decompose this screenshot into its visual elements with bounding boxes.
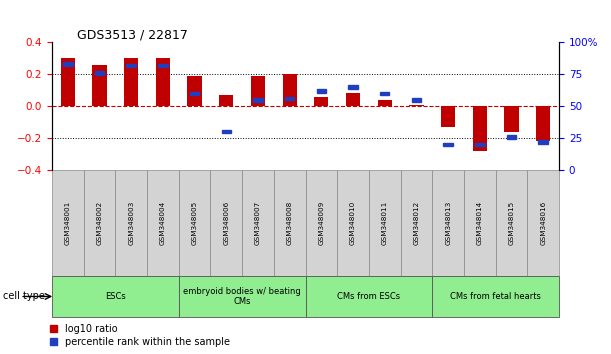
Bar xyxy=(222,130,231,133)
Bar xyxy=(63,62,73,66)
Text: GSM348014: GSM348014 xyxy=(477,201,483,245)
Bar xyxy=(251,76,265,106)
Text: cell type: cell type xyxy=(3,291,45,302)
Bar xyxy=(444,143,453,146)
Bar xyxy=(306,170,337,276)
Bar xyxy=(253,98,263,102)
Bar xyxy=(378,100,392,106)
Bar xyxy=(306,276,433,317)
Bar xyxy=(188,76,202,106)
Bar xyxy=(285,97,295,100)
Text: CMs from ESCs: CMs from ESCs xyxy=(337,292,400,301)
Text: GSM348011: GSM348011 xyxy=(382,201,388,245)
Bar xyxy=(179,170,210,276)
Bar xyxy=(124,58,138,106)
Bar xyxy=(84,170,115,276)
Bar xyxy=(538,140,548,144)
Text: GSM348012: GSM348012 xyxy=(414,201,419,245)
Bar xyxy=(242,170,274,276)
Bar xyxy=(158,64,167,67)
Text: GDS3513 / 22817: GDS3513 / 22817 xyxy=(78,28,188,41)
Bar xyxy=(380,92,389,95)
Bar xyxy=(274,170,306,276)
Bar xyxy=(441,106,455,127)
Bar xyxy=(433,170,464,276)
Bar xyxy=(346,93,360,106)
Bar xyxy=(210,170,242,276)
Text: GSM348004: GSM348004 xyxy=(160,201,166,245)
Bar xyxy=(156,58,170,106)
Bar xyxy=(179,276,306,317)
Text: GSM348003: GSM348003 xyxy=(128,201,134,245)
Bar xyxy=(433,276,559,317)
Bar xyxy=(348,85,358,89)
Bar xyxy=(52,170,84,276)
Bar xyxy=(219,95,233,106)
Bar xyxy=(92,65,106,106)
Bar xyxy=(60,58,75,106)
Legend: log10 ratio, percentile rank within the sample: log10 ratio, percentile rank within the … xyxy=(48,322,232,349)
Bar xyxy=(527,170,559,276)
Bar xyxy=(401,170,433,276)
Bar xyxy=(95,71,104,75)
Bar xyxy=(475,143,485,146)
Bar xyxy=(316,89,326,93)
Text: GSM348015: GSM348015 xyxy=(508,201,514,245)
Text: GSM348007: GSM348007 xyxy=(255,201,261,245)
Bar xyxy=(369,170,401,276)
Bar xyxy=(337,170,369,276)
Bar xyxy=(147,170,179,276)
Text: GSM348006: GSM348006 xyxy=(223,201,229,245)
Text: embryoid bodies w/ beating
CMs: embryoid bodies w/ beating CMs xyxy=(183,287,301,306)
Bar xyxy=(314,97,329,106)
Bar xyxy=(412,98,421,102)
Bar xyxy=(505,106,519,132)
Text: GSM348009: GSM348009 xyxy=(318,201,324,245)
Text: CMs from fetal hearts: CMs from fetal hearts xyxy=(450,292,541,301)
Text: GSM348001: GSM348001 xyxy=(65,201,71,245)
Bar xyxy=(507,135,516,138)
Bar xyxy=(536,106,551,141)
Text: GSM348002: GSM348002 xyxy=(97,201,103,245)
Bar xyxy=(52,276,179,317)
Bar xyxy=(464,170,496,276)
Bar xyxy=(282,74,297,106)
Bar xyxy=(126,64,136,67)
Bar xyxy=(473,106,487,151)
Bar xyxy=(496,170,527,276)
Bar xyxy=(115,170,147,276)
Text: GSM348005: GSM348005 xyxy=(192,201,197,245)
Text: GSM348016: GSM348016 xyxy=(540,201,546,245)
Text: ESCs: ESCs xyxy=(105,292,126,301)
Text: GSM348008: GSM348008 xyxy=(287,201,293,245)
Bar xyxy=(409,105,423,106)
Text: GSM348013: GSM348013 xyxy=(445,201,451,245)
Bar xyxy=(190,92,199,95)
Text: GSM348010: GSM348010 xyxy=(350,201,356,245)
